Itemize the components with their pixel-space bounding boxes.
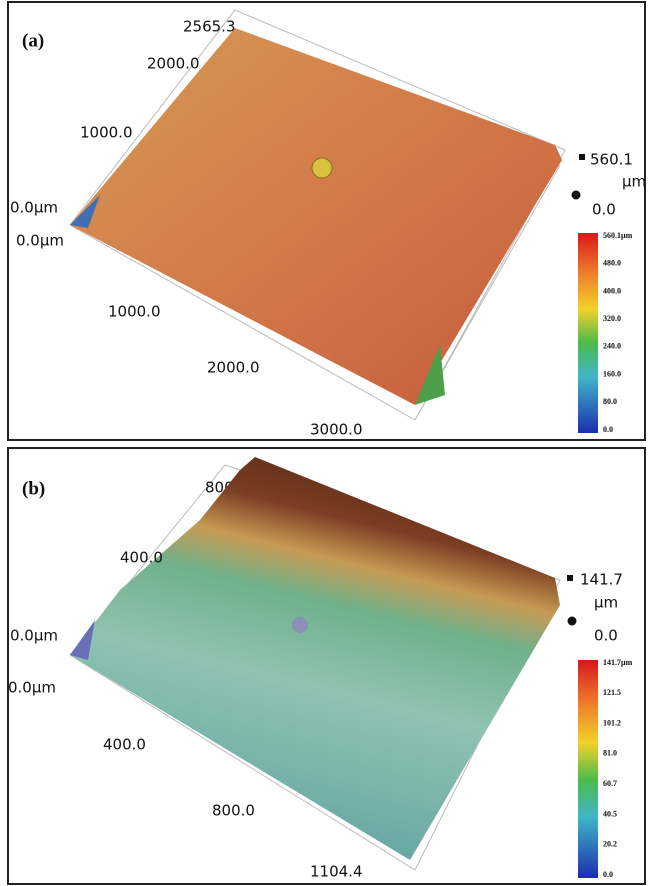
axis-label: 1000.0 (80, 124, 133, 142)
axis-label: 400.0 (120, 549, 163, 567)
colorbar-label: 101.2 (603, 718, 621, 727)
axis-label: 0.0µm (10, 627, 58, 645)
marker (572, 191, 581, 200)
axis-label: 2565.3 (183, 18, 236, 36)
colorbar (578, 660, 598, 878)
colorbar-label: 40.5 (603, 809, 617, 818)
colorbar-label: 81.0 (603, 749, 617, 758)
axis-label: 400.0 (103, 736, 146, 754)
panel-label: (b) (22, 478, 45, 499)
feature (312, 158, 332, 178)
figure: (a) 2565.3 2000.0 1000.0 0.0µm 0.0µm 100… (0, 0, 653, 886)
colorbar-label: 121.5 (603, 688, 621, 697)
colorbar-label: 400.0 (603, 286, 621, 295)
z-unit: µm (594, 594, 618, 612)
axis-label: 2000.0 (207, 359, 260, 377)
axis-label: 1104.4 (310, 863, 363, 881)
colorbar-label: 560.1µm (603, 231, 633, 240)
marker (567, 575, 573, 581)
axis-label: 0.0µm (10, 199, 58, 217)
panel-b: 800.0 (b) 400.0 0.0µm 0.0µm 400.0 800.0 … (8, 448, 645, 884)
axis-label: 0.0µm (16, 232, 64, 250)
surface (70, 457, 560, 860)
surface (70, 28, 562, 405)
z-unit: µm (622, 173, 646, 191)
colorbar-label: 0.0 (603, 425, 613, 434)
axis-label: 0.0µm (8, 679, 56, 697)
axis-label: 3000.0 (310, 421, 363, 439)
panel-label: (a) (22, 30, 44, 51)
colorbar-label: 160.0 (603, 369, 621, 378)
colorbar-label: 0.0 (603, 870, 613, 879)
colorbar-label: 320.0 (603, 314, 621, 323)
colorbar-label: 480.0 (603, 259, 621, 268)
marker (568, 617, 577, 626)
panel-a: (a) 2565.3 2000.0 1000.0 0.0µm 0.0µm 100… (8, 2, 646, 440)
colorbar-label: 240.0 (603, 342, 621, 351)
z-max: 560.1 (590, 151, 633, 169)
axis-label: 1000.0 (108, 303, 161, 321)
z-min: 0.0 (594, 627, 618, 645)
z-max: 141.7 (580, 571, 623, 589)
colorbar-label: 20.2 (603, 840, 617, 849)
axis-label: 2000.0 (147, 55, 200, 73)
colorbar-label: 60.7 (603, 779, 617, 788)
colorbar-label: 80.0 (603, 397, 617, 406)
feature (292, 617, 308, 633)
colorbar (578, 233, 598, 433)
z-min: 0.0 (592, 201, 616, 219)
colorbar-label: 141.7µm (603, 658, 633, 667)
marker (579, 154, 585, 160)
axis-label: 800.0 (212, 802, 255, 820)
